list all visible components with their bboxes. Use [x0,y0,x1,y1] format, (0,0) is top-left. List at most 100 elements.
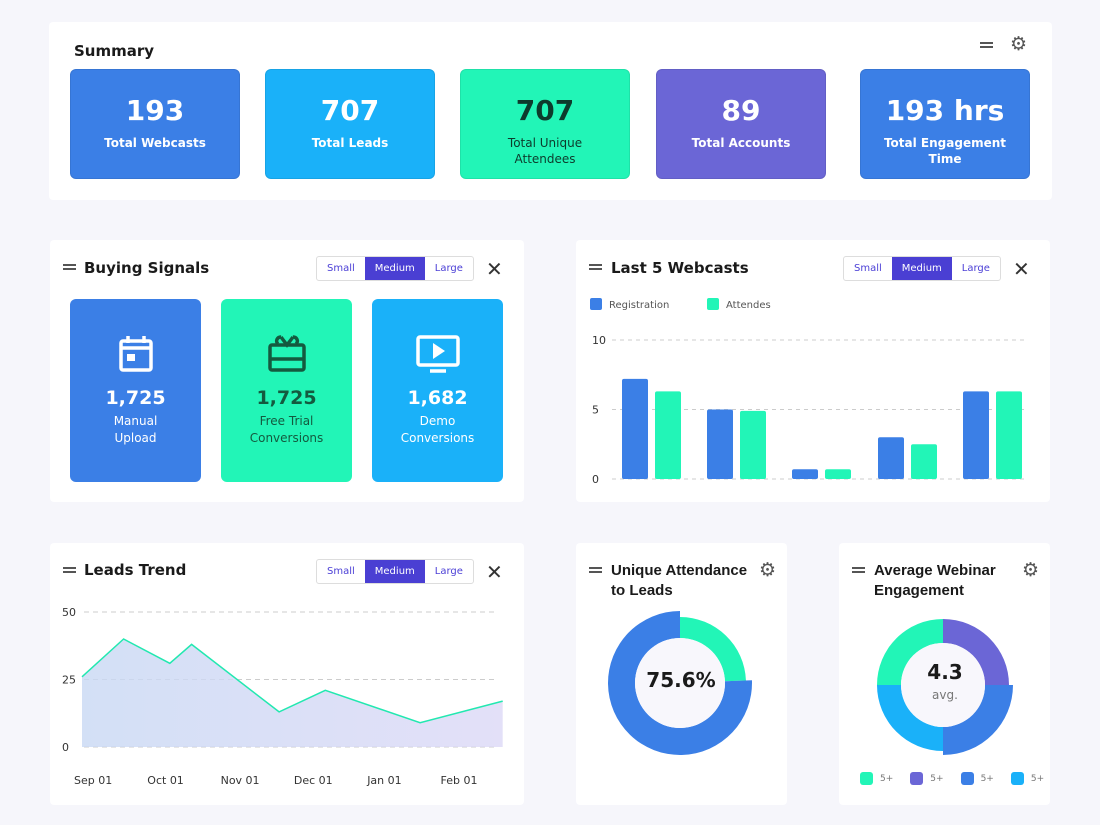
size-option-large[interactable]: Large [961,263,990,274]
gear-icon[interactable]: ⚙ [759,559,777,581]
legend-item: 5+ [860,772,893,785]
bar[interactable] [911,444,937,479]
donut-slice[interactable] [680,617,746,682]
signal-value: 1,725 [105,387,166,409]
legend-item: 5+ [1010,772,1044,785]
label-line: Demo [419,414,456,428]
drag-handle-icon[interactable] [589,567,602,573]
legend-swatch [860,772,873,785]
x-tick-label: Jan 01 [366,774,401,787]
summary-title: Summary [74,42,155,60]
stat-label: Total Webcasts [104,136,206,150]
signal-label: Free Trial Conversions [221,413,352,447]
bar[interactable] [963,391,989,479]
legend-swatch [1010,772,1024,785]
gift-icon [221,299,352,377]
donut-slice[interactable] [608,611,752,755]
calendar-icon [70,299,201,377]
engagement-sub: avg. [932,688,958,702]
donut-slice[interactable] [877,619,943,685]
signal-card[interactable]: 1,725 Manual Upload [70,299,201,482]
leads-trend-title: Leads Trend [84,561,187,579]
size-option-medium[interactable]: Medium [891,257,952,280]
stat-label: Total Accounts [691,136,791,150]
drag-handle-icon[interactable] [589,264,602,270]
engagement-donut [877,619,1013,755]
y-tick-label: 0 [62,741,69,754]
y-tick-label: 0 [592,473,599,486]
engagement-title: Average Webinar Engagement [874,561,1016,601]
drag-handle-icon[interactable] [980,42,993,48]
close-icon[interactable]: ✕ [486,257,503,281]
bar[interactable] [740,410,766,479]
legend-label: 5+ [930,773,944,784]
stat-label: Total Engagement Time [883,136,1007,166]
signal-label: Manual Upload [70,413,201,447]
bar[interactable] [707,409,733,480]
trend-line [81,638,503,724]
stat-value: 707 [515,94,575,127]
gear-icon[interactable]: ⚙ [1010,33,1028,55]
label-line: Manual [113,414,158,428]
engagement-value: 4.3 [927,660,963,684]
bar[interactable] [655,391,681,479]
size-option-large[interactable]: Large [434,566,463,577]
bar[interactable] [792,469,818,479]
signal-card[interactable]: 1,682 Demo Conversions [372,299,503,482]
x-tick-label: Feb 01 [441,774,478,787]
label-line: Conversions [400,431,475,445]
y-tick-label: 25 [62,674,76,687]
title-line: to Leads [611,582,673,599]
close-icon[interactable]: ✕ [1013,257,1030,281]
donut-slice[interactable] [877,685,943,751]
label-line: Upload [114,431,157,445]
webcasts-bar-chart: Registration Attendes 0 5 10 [590,298,1026,486]
stat-card[interactable]: 89 Total Accounts [656,69,826,179]
bar[interactable] [825,469,851,479]
size-toggle: Small Medium Large [316,256,474,281]
legend-swatch [960,772,974,785]
y-tick-label: 10 [592,334,606,347]
drag-handle-icon[interactable] [63,264,76,270]
leads-trend-chart: 0 25 50 Sep 01 Oct 01 Nov 01 Dec 01 Jan 01 Feb 0… [62,606,503,787]
legend-label: Registration [609,300,669,311]
title-line: Engagement [874,582,965,599]
stat-card[interactable]: 193 hrs Total Engagement Time [860,69,1030,179]
x-tick-label: Sep 01 [74,774,112,787]
title-line: Unique Attendance [611,562,748,579]
size-toggle: Small Medium Large [843,256,1001,281]
close-icon[interactable]: ✕ [486,560,503,584]
donut-slice[interactable] [943,685,1013,755]
legend-swatch [910,772,924,785]
legend-label: 5+ [980,773,994,784]
drag-handle-icon[interactable] [852,567,865,573]
size-option-small[interactable]: Small [854,263,882,274]
x-tick-label: Oct 01 [147,774,184,787]
legend-swatch [707,298,719,310]
label-line: Conversions [249,431,324,445]
label-line: Free Trial [259,414,314,428]
stat-card[interactable]: 193 Total Webcasts [70,69,240,179]
signal-card[interactable]: 1,725 Free Trial Conversions [221,299,352,482]
size-option-medium[interactable]: Medium [364,560,425,583]
bar[interactable] [878,437,904,479]
drag-handle-icon[interactable] [63,567,76,573]
stat-card[interactable]: 707 Total Leads [265,69,435,179]
x-tick-label: Dec 01 [294,774,333,787]
legend-swatch [590,298,602,310]
buying-signals-title: Buying Signals [84,259,210,277]
size-option-small[interactable]: Small [327,566,355,577]
stat-card[interactable]: 707 Total Unique Attendees [460,69,630,179]
size-option-medium[interactable]: Medium [364,257,425,280]
gear-icon[interactable]: ⚙ [1022,559,1040,581]
stat-label: Total Leads [311,136,389,150]
bar[interactable] [622,378,648,479]
attendance-donut [608,611,752,755]
signal-value: 1,725 [256,387,317,409]
donut-slice[interactable] [943,619,1009,685]
legend-label: 5+ [880,773,894,784]
size-option-small[interactable]: Small [327,263,355,274]
bar[interactable] [996,391,1022,479]
size-option-large[interactable]: Large [434,263,463,274]
legend-item: 5+ [910,772,944,785]
